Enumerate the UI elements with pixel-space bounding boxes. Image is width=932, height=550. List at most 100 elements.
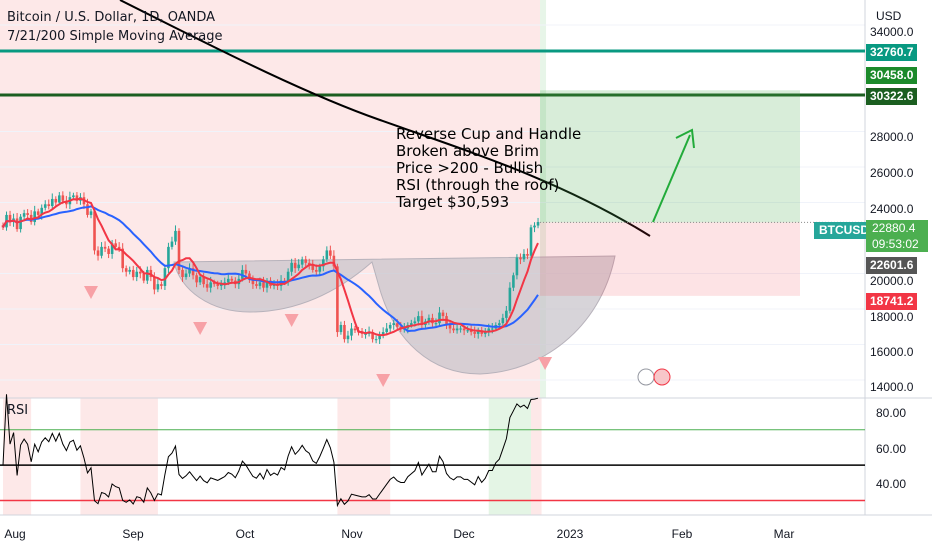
candle-body [135,271,139,278]
price-axis-label: 24000.0 [870,202,914,216]
candle-body [343,324,346,340]
candle-body [117,246,121,249]
candle-body [107,248,110,254]
candle [293,258,297,273]
candle-body [392,323,396,325]
rsi-axis-label: 60.00 [876,442,907,456]
rsi-label[interactable]: RSI [7,403,29,418]
candle [265,277,269,293]
candle-body [50,198,54,207]
candle [381,327,385,339]
candle [181,266,184,282]
candle [325,246,329,262]
candle-body [293,262,297,269]
candle-body [174,230,177,242]
time-axis-label: Nov [341,527,363,541]
candle [508,282,512,314]
candle [135,266,139,282]
rsi-zone [337,398,391,515]
candle [290,258,293,276]
candle-body [181,269,184,278]
currency-label[interactable]: USD [876,9,902,23]
candle-body [508,287,512,311]
candle [459,325,462,333]
candle [441,309,445,320]
chart-annotation[interactable]: Reverse Cup and Handle Broken above Brim… [396,126,581,211]
indicator-label[interactable]: 7/21/200 Simple Moving Average [7,29,223,44]
candle [329,245,332,260]
candle-body [466,330,469,332]
candle-body [265,280,269,288]
candle [103,241,107,253]
candle-body [230,278,234,281]
candle-body [438,312,441,324]
candle-body [188,268,191,274]
candle-body [498,323,501,325]
candle-body [255,284,258,286]
candle-body [448,324,452,329]
candle-body [202,277,205,285]
candle-body [167,246,170,269]
candle [350,323,353,341]
candle [33,205,36,226]
candle [353,325,357,333]
candle-body [121,248,124,269]
candle [346,330,350,344]
candle [47,199,51,210]
candle-body [47,204,51,207]
candle [473,326,476,338]
candle [170,236,174,250]
candle [336,263,339,337]
candle-body [371,332,374,340]
candle-body [512,275,515,288]
candle [448,320,452,334]
candle [43,200,47,211]
candle-body [487,328,491,333]
time-axis-label: Aug [4,527,26,541]
candle-body [103,246,107,249]
candle-body [410,323,413,325]
candle-body [209,282,212,288]
candle-body [311,264,315,270]
chart-background [0,0,547,515]
candle [174,225,177,245]
candle-body [86,204,89,215]
candle-body [322,259,325,267]
last-price-tag: 22880.4 09:53:02 [866,220,928,252]
candle [22,209,26,221]
candle [156,278,160,293]
candle-body [54,198,58,203]
candle [146,266,149,284]
candle-body [163,268,167,286]
candle-body [529,227,533,256]
candle-body [519,257,522,260]
resistance-levels [0,49,865,97]
candle-body [307,262,311,265]
candle-body [459,328,462,330]
candle-body [332,255,336,267]
candle [121,243,124,273]
target-zone [540,90,800,223]
annotation-line: RSI (through the roof) [396,176,560,194]
candle-body [110,243,114,254]
rsi-line [2,394,539,508]
candle [522,249,526,262]
price-axis-label: 16000.0 [870,345,914,359]
candle-body [156,284,160,290]
candle [392,319,396,330]
candle [529,224,533,260]
candle-body [490,328,494,330]
candle-body [19,216,22,230]
candle-body [216,284,220,286]
candle-body [501,317,505,324]
candle-body [441,312,445,317]
rsi-pane [0,394,865,508]
candle-body [395,323,399,327]
candle [311,259,315,273]
candle-body [58,195,61,203]
candle-body [195,275,198,283]
candle-body [483,332,487,334]
candle [297,259,300,271]
candle [107,245,110,259]
